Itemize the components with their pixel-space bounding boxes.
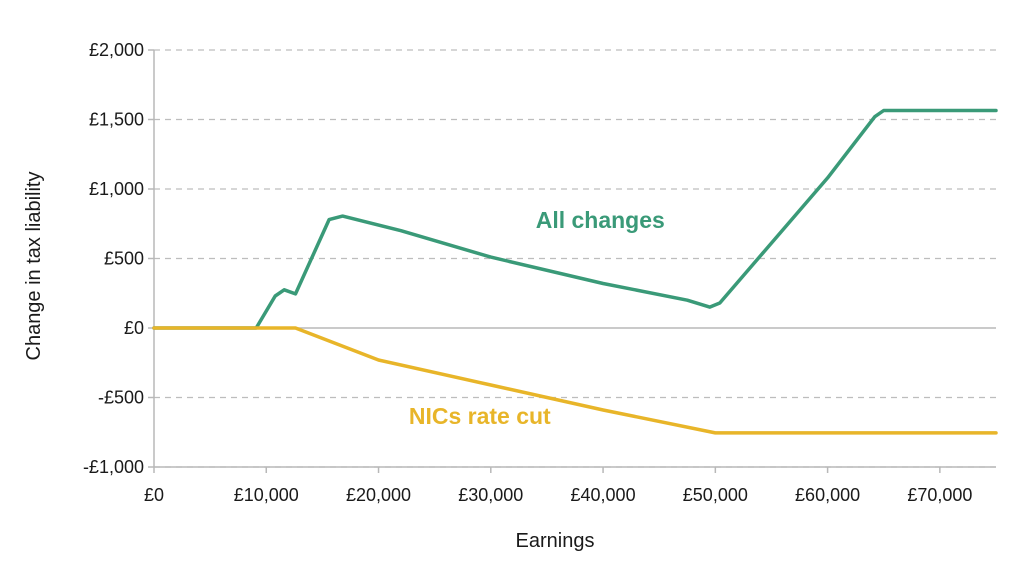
series-lines — [152, 108, 998, 435]
x-tick-label: £70,000 — [907, 485, 972, 505]
y-tick-label: £1,000 — [89, 179, 144, 199]
x-axis-title: Earnings — [516, 530, 595, 552]
axes — [148, 49, 996, 473]
y-tick-label: £500 — [104, 249, 144, 269]
y-tick-label: £1,500 — [89, 110, 144, 130]
y-tick-label: -£500 — [98, 388, 144, 408]
x-tick-label: £10,000 — [234, 485, 299, 505]
y-axis-title: Change in tax liability — [23, 172, 45, 361]
series-label: All changes — [536, 207, 665, 233]
x-tick-label: £60,000 — [795, 485, 860, 505]
series-line — [152, 326, 998, 435]
y-tick-label: £0 — [124, 318, 144, 338]
x-tick-label: £0 — [144, 485, 164, 505]
x-tick-label: £50,000 — [683, 485, 748, 505]
y-tick-label: -£1,000 — [83, 457, 144, 477]
x-tick-label: £40,000 — [571, 485, 636, 505]
series-line — [152, 108, 998, 330]
y-tick-label: £2,000 — [89, 40, 144, 60]
labels: £2,000£1,500£1,000£500£0-£500-£1,000£0 £1… — [83, 40, 972, 505]
x-tick-label: £30,000 — [458, 485, 523, 505]
x-tick-label: £20,000 — [346, 485, 411, 505]
series-label: NICs rate cut — [409, 403, 551, 429]
